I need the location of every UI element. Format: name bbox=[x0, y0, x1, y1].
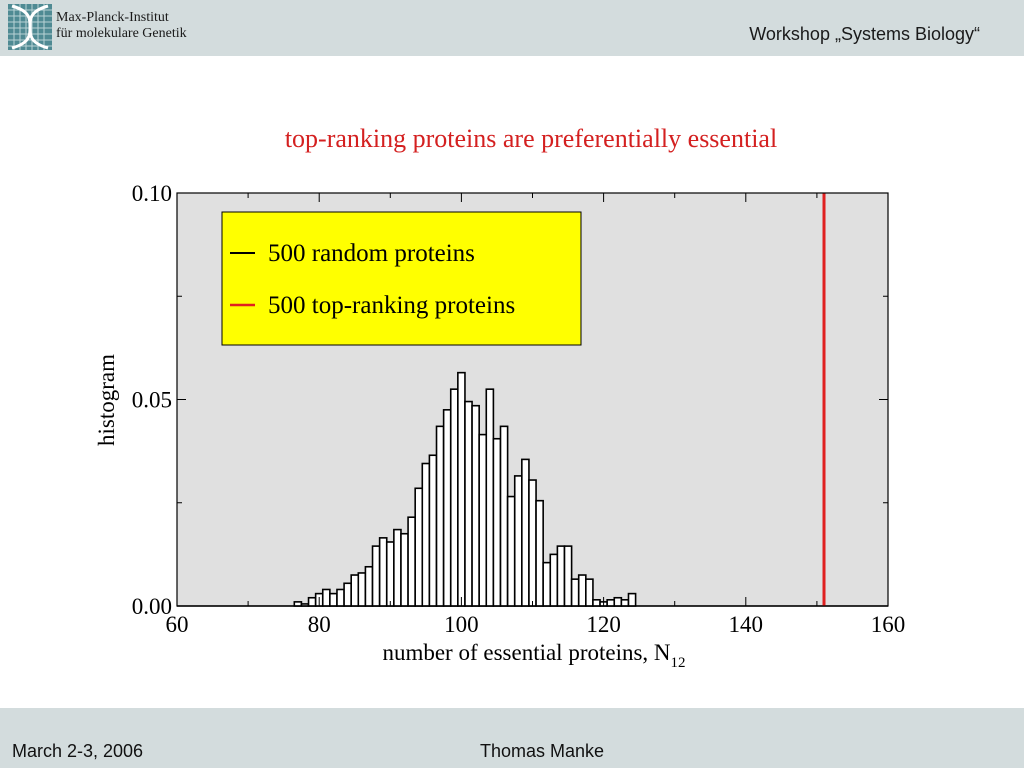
histogram-bar bbox=[478, 433, 488, 607]
legend-label-random: 500 random proteins bbox=[268, 240, 475, 267]
x-axis-ticks: 60 80 100 120 140 160 bbox=[166, 193, 906, 637]
histogram-bar bbox=[343, 582, 352, 607]
institute-name: Max-Planck-Institut für molekulare Genet… bbox=[56, 10, 187, 42]
histogram-bar bbox=[449, 388, 459, 607]
legend-label-top-ranking: 500 top-ranking proteins bbox=[268, 292, 515, 319]
institute-line-2: für molekulare Genetik bbox=[56, 26, 187, 41]
histogram-bar bbox=[307, 596, 317, 607]
histogram-bar bbox=[350, 574, 360, 607]
histogram-bar bbox=[371, 545, 381, 607]
y-tick-label: 0.05 bbox=[132, 388, 172, 413]
histogram-bar bbox=[385, 541, 395, 607]
y-tick-label: 0.10 bbox=[132, 181, 172, 206]
chart-title: top-ranking proteins are preferentially … bbox=[284, 124, 778, 153]
histogram-bar bbox=[293, 601, 303, 607]
histogram-bar bbox=[457, 371, 466, 607]
histogram-bar bbox=[492, 437, 502, 607]
slide-header: Max-Planck-Institut für molekulare Genet… bbox=[0, 0, 1024, 56]
histogram-bar bbox=[570, 578, 580, 607]
histogram-bar bbox=[556, 545, 566, 607]
histogram-bar bbox=[407, 516, 416, 607]
y-tick-label: 0.00 bbox=[132, 594, 172, 619]
x-tick-label: 60 bbox=[166, 612, 189, 637]
histogram-bar bbox=[513, 475, 523, 607]
histogram-bar bbox=[414, 487, 424, 607]
x-tick-label: 100 bbox=[444, 612, 479, 637]
dna-helix-icon bbox=[8, 4, 52, 50]
y-axis-ticks: 0.00 0.05 0.10 bbox=[132, 181, 888, 619]
histogram-bar bbox=[421, 462, 431, 607]
histogram-bar bbox=[627, 592, 637, 607]
histogram-bar bbox=[528, 479, 537, 607]
histogram-bar bbox=[563, 545, 573, 607]
legend-box bbox=[221, 211, 582, 346]
x-tick-label: 120 bbox=[586, 612, 621, 637]
histogram-bar bbox=[442, 409, 452, 607]
histogram-bar bbox=[329, 592, 338, 607]
histogram-bar bbox=[620, 599, 630, 607]
histogram-bar bbox=[485, 388, 495, 607]
histogram-bar bbox=[606, 599, 616, 607]
x-axis-label-subscript: 12 bbox=[671, 655, 686, 671]
histogram-bar bbox=[499, 425, 509, 607]
histogram-bar bbox=[506, 495, 516, 607]
footer-author: Thomas Manke bbox=[480, 741, 605, 761]
histogram-bar bbox=[592, 599, 601, 607]
y-axis-label: histogram bbox=[94, 354, 119, 446]
histogram-bar bbox=[378, 537, 388, 607]
histogram-bar bbox=[435, 425, 445, 607]
histogram-bar bbox=[535, 499, 544, 607]
legend: 500 random proteins 500 top-ranking prot… bbox=[221, 211, 582, 346]
histogram-bar bbox=[542, 561, 552, 607]
histogram-bar bbox=[400, 532, 409, 607]
histogram-bar bbox=[336, 588, 345, 607]
x-tick-label: 160 bbox=[871, 612, 906, 637]
histogram-bar bbox=[393, 528, 402, 607]
histogram-bar bbox=[357, 572, 367, 607]
histogram-bar bbox=[464, 400, 473, 607]
x-tick-label: 140 bbox=[729, 612, 764, 637]
histogram-bar bbox=[577, 574, 587, 607]
slide-footer: March 2-3, 2006 Thomas Manke bbox=[0, 708, 1024, 768]
x-axis-label: number of essential proteins, N12 bbox=[382, 640, 685, 671]
institute-line-1: Max-Planck-Institut bbox=[56, 10, 169, 25]
x-axis-label-text: number of essential proteins, N bbox=[382, 640, 670, 665]
histogram-bar bbox=[549, 553, 559, 607]
histogram-bar bbox=[364, 565, 374, 607]
workshop-title: Workshop „Systems Biology“ bbox=[749, 24, 980, 44]
histogram-bar bbox=[471, 404, 480, 607]
histogram-bar bbox=[321, 588, 331, 607]
histogram-bar bbox=[613, 596, 623, 607]
footer-date: March 2-3, 2006 bbox=[12, 741, 144, 761]
x-tick-label: 80 bbox=[308, 612, 331, 637]
histogram-bar bbox=[428, 454, 438, 607]
histogram-bar bbox=[585, 578, 594, 607]
histogram-bar bbox=[521, 458, 530, 607]
